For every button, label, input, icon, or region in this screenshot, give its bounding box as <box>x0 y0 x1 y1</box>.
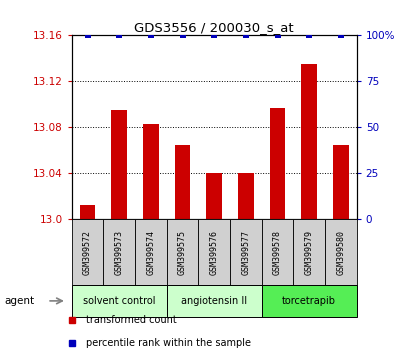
Bar <box>301 64 316 219</box>
Bar <box>79 205 95 219</box>
Text: solvent control: solvent control <box>83 296 155 306</box>
Bar <box>174 145 190 219</box>
Text: GSM399575: GSM399575 <box>178 230 187 275</box>
Bar <box>324 219 356 285</box>
Bar <box>166 219 198 285</box>
Bar <box>261 219 293 285</box>
Bar <box>72 219 103 285</box>
Text: angiotensin II: angiotensin II <box>181 296 247 306</box>
Bar <box>269 108 285 219</box>
Bar <box>72 285 166 317</box>
Text: GSM399578: GSM399578 <box>272 230 281 275</box>
Bar <box>198 219 229 285</box>
Title: GDS3556 / 200030_s_at: GDS3556 / 200030_s_at <box>134 21 293 34</box>
Text: torcetrapib: torcetrapib <box>281 296 335 306</box>
Text: GSM399577: GSM399577 <box>241 230 250 275</box>
Text: agent: agent <box>4 296 34 306</box>
Bar <box>293 219 324 285</box>
Bar <box>111 110 127 219</box>
Bar <box>237 173 253 219</box>
Text: GSM399573: GSM399573 <box>115 230 124 275</box>
Bar <box>103 219 135 285</box>
Bar <box>166 285 261 317</box>
Text: GSM399574: GSM399574 <box>146 230 155 275</box>
Text: GSM399576: GSM399576 <box>209 230 218 275</box>
Bar <box>229 219 261 285</box>
Text: GSM399580: GSM399580 <box>335 230 344 275</box>
Bar <box>143 124 158 219</box>
Bar <box>332 145 348 219</box>
Bar <box>135 219 166 285</box>
Text: percentile rank within the sample: percentile rank within the sample <box>86 338 250 348</box>
Text: GSM399572: GSM399572 <box>83 230 92 275</box>
Bar <box>261 285 356 317</box>
Bar <box>206 173 222 219</box>
Text: GSM399579: GSM399579 <box>304 230 313 275</box>
Text: transformed count: transformed count <box>86 315 176 325</box>
